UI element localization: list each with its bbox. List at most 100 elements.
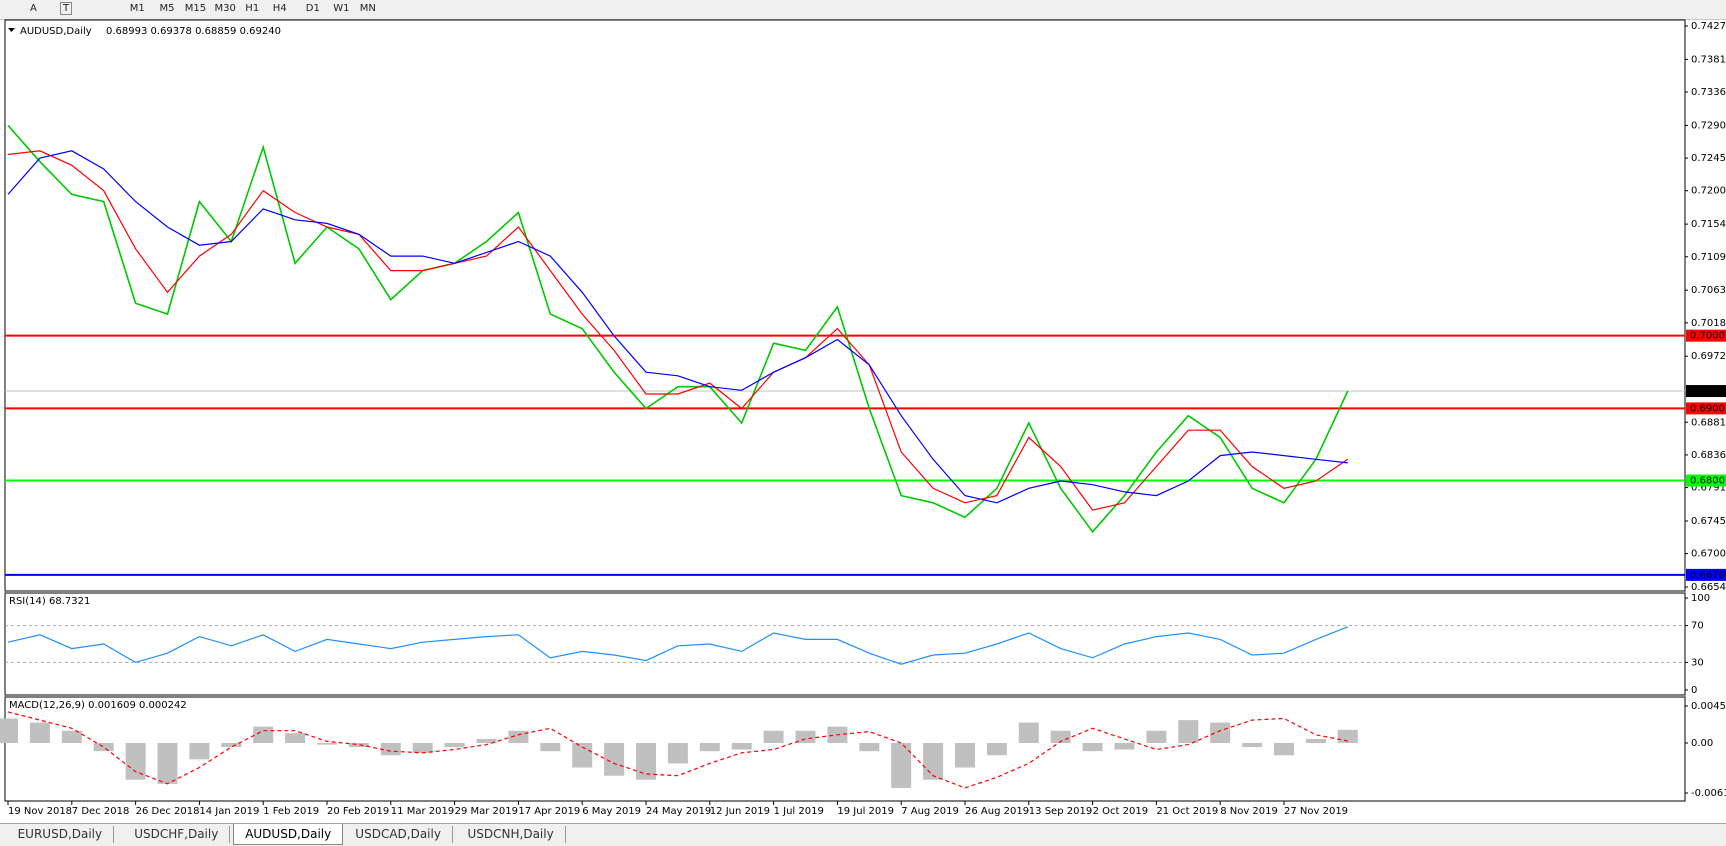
panel-frame [4,19,1686,592]
histogram-bar [1146,730,1167,743]
period-button[interactable]: M1 [129,3,145,14]
indicator-line [7,150,1349,511]
panel-frame [4,696,1686,802]
x-tick-label: 12 Jun 2019 [710,806,770,817]
histogram-bar [986,742,1007,756]
period-button[interactable]: M5 [159,3,175,14]
y-tick-label: -0.00612 [1691,788,1726,799]
price-label-bg [1686,329,1726,342]
indicator-title: RSI(14) 68.7321 [9,596,90,607]
x-tick-label: 1 Jul 2019 [774,806,824,817]
y-tick-label: 100 [1691,593,1710,604]
symbol-tab[interactable]: AUDUSD,Daily [233,824,344,845]
histogram-bar [253,726,274,743]
histogram-bar [859,742,880,752]
text-button[interactable]: T [60,2,73,15]
symbol-tab[interactable]: USDCNH,Daily [457,826,566,843]
x-tick-label: 2 Oct 2019 [1093,806,1148,817]
period-button[interactable]: D1 [305,3,320,14]
panel-frame [4,592,1686,696]
price-label-bg [1686,385,1726,398]
font-button[interactable]: A [30,3,37,14]
histogram-bar [508,730,529,743]
price-label: 0.66707 [1690,570,1726,581]
x-tick-label: 17 Apr 2019 [518,806,580,817]
price-label: 0.70003 [1690,331,1726,342]
histogram-bar [1114,742,1135,750]
histogram-bar [476,738,497,743]
period-button[interactable]: M30 [214,3,236,14]
histogram-bar [731,742,752,750]
period-button[interactable]: M15 [184,3,207,14]
histogram-bar [572,742,593,768]
x-tick-label: 29 Mar 2019 [455,806,518,817]
histogram-bar [891,742,912,788]
period-button[interactable]: H1 [245,3,260,14]
price-label: 0.69240 [1690,386,1726,397]
y-tick-label: 0 [1691,685,1697,696]
histogram-bar [285,733,306,743]
histogram-bar [444,742,465,748]
period-button[interactable]: MN [359,3,376,14]
symbol-tab[interactable]: EURUSD,Daily [7,826,115,843]
period-button[interactable]: H4 [272,3,287,14]
x-tick-label: 20 Feb 2019 [327,806,389,817]
histogram-bar [157,742,178,784]
indicator-line [7,626,1349,665]
x-tick-label: 11 Mar 2019 [391,806,454,817]
histogram-bar [412,742,433,753]
y-tick-label: 70 [1691,621,1704,632]
chart-subtitle: 0.68993 0.69378 0.68859 0.69240 [106,26,281,37]
y-tick-label: 0.66540 [1691,582,1726,593]
symbol-tab[interactable]: USDCHF,Daily [123,826,231,843]
histogram-bar [348,742,369,748]
price-label: 0.69001 [1690,403,1726,414]
period-button[interactable]: W1 [333,3,350,14]
histogram-bar [189,742,210,760]
histogram-bar [317,742,337,745]
symbol-tabs: EURUSD,Daily USDCHF,Daily AUDUSD,Daily USDC… [0,823,1726,846]
price-label-bg [1686,402,1726,415]
histogram-bar [125,742,146,780]
x-tick-label: 13 Sep 2019 [1029,806,1092,817]
histogram-bar [1178,720,1199,743]
price-label-bg [1686,568,1726,581]
histogram-bar [1210,722,1231,743]
histogram-bar [1082,742,1103,752]
histogram-bar [699,742,720,752]
chart-title: AUDUSD,Daily [20,26,92,37]
y-tick-label: 0.004528 [1691,701,1726,712]
x-tick-label: 24 May 2019 [646,806,711,817]
symbol-tab[interactable]: USDCAD,Daily [344,826,453,843]
histogram-bar [795,730,816,743]
histogram-bar [221,742,242,748]
histogram-bar [604,742,625,776]
histogram-bar [763,730,784,743]
histogram-bar [1242,742,1263,748]
x-tick-label: 14 Jan 2019 [199,806,259,817]
x-tick-label: 21 Oct 2019 [1156,806,1218,817]
collapse-arrow [8,28,15,32]
price-label: 0.68007 [1690,476,1726,487]
histogram-bar [61,730,82,743]
histogram-bar [1337,729,1358,743]
x-tick-label: 7 Dec 2018 [72,806,130,817]
histogram-bar [540,742,561,752]
histogram-bar [1305,738,1326,743]
indicator-title: MACD(12,26,9) 0.001609 0.000242 [9,700,187,711]
